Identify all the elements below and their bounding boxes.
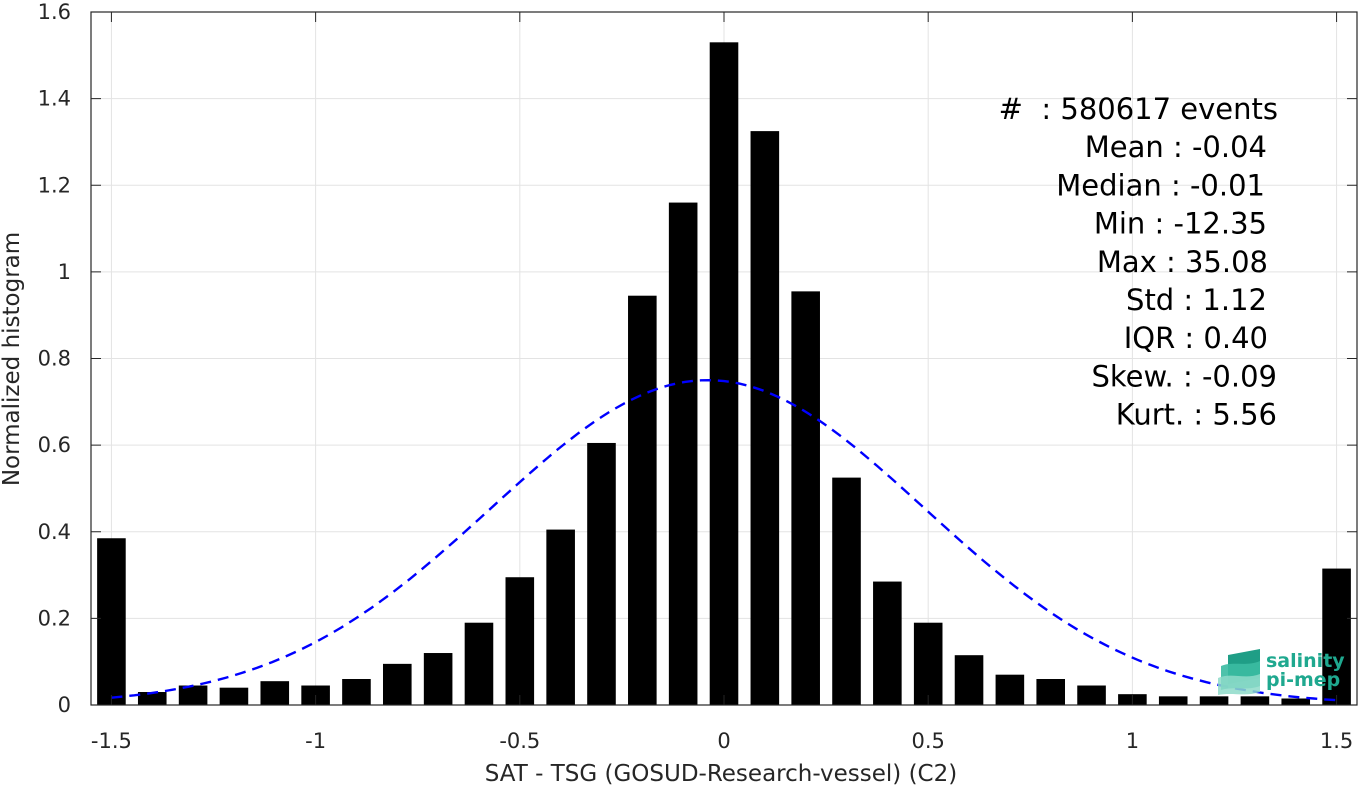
histogram-bar (913, 622, 943, 705)
statistics-box: # : 580617 events Mean : -0.04 Median : -0… (999, 92, 1278, 432)
histogram-bar (832, 477, 861, 705)
logo-line-1: salinity (1266, 650, 1345, 672)
x-axis-label: SAT - TSG (GOSUD-Research-vessel) (C2) (485, 761, 957, 785)
stat-line: Min : -12.35 (1094, 207, 1267, 241)
y-tick-label: 0.4 (38, 520, 71, 544)
salinity-pi-mep-logo: salinity pi-mep (1218, 649, 1345, 695)
x-tick-label: 1 (1126, 729, 1139, 753)
stat-line: Kurt. : 5.56 (1116, 398, 1277, 432)
histogram-bar (546, 529, 575, 705)
histogram-bar (628, 295, 657, 705)
histogram-bar (464, 622, 494, 705)
histogram-bar (137, 692, 167, 705)
stat-line: Mean : -0.04 (1085, 130, 1267, 164)
histogram-bar (750, 131, 780, 705)
x-tick-label: 0.5 (911, 729, 944, 753)
x-tick-label: -1 (305, 729, 326, 753)
x-tick-label: -1.5 (91, 729, 132, 753)
histogram-bar (423, 653, 453, 705)
logo-wave-icon (1218, 649, 1260, 695)
stat-line: IQR : 0.40 (1124, 321, 1268, 355)
histogram-bar (873, 581, 902, 705)
histogram-bar (178, 685, 208, 705)
histogram-bar (954, 655, 984, 705)
y-tick-label: 0.2 (38, 606, 71, 630)
stat-line: Std : 1.12 (1126, 283, 1267, 317)
y-tick-label: 0.6 (38, 433, 71, 457)
histogram-bar (1281, 698, 1311, 705)
histogram-bar (709, 42, 739, 706)
logo-line-2: pi-mep (1266, 669, 1340, 691)
x-tick-labels: -1.5 -1 -0.5 0 0.5 1 1.5 (91, 729, 1353, 753)
histogram-bar (1322, 568, 1351, 705)
histogram-bar (1158, 696, 1188, 705)
histogram-bar (995, 674, 1025, 705)
y-tick-label: 0 (58, 693, 71, 717)
stat-line: Max : 35.08 (1097, 245, 1268, 279)
stat-line: Skew. : -0.09 (1091, 359, 1277, 393)
histogram-bar (219, 687, 249, 705)
histogram-bar (382, 663, 412, 705)
stat-line: Median : -0.01 (1056, 168, 1265, 202)
y-tick-label: 1.4 (38, 87, 71, 111)
y-tick-label: 0.8 (38, 347, 71, 371)
y-tick-label: 1.6 (38, 0, 71, 24)
y-tick-label: 1 (58, 260, 71, 284)
axes-frame (90, 11, 1358, 706)
x-tick-label: -0.5 (499, 729, 540, 753)
histogram-bar (1240, 696, 1270, 705)
y-tick-labels: 0 0.2 0.4 0.6 0.8 1 1.2 1.4 1.6 (38, 0, 71, 717)
y-tick-label: 1.2 (38, 173, 71, 197)
y-axis-label: Normalized histogram (0, 232, 25, 486)
normal-fit-curve (111, 378, 1337, 702)
histogram-bar (1077, 685, 1106, 705)
x-tick-label: 1.5 (1320, 729, 1353, 753)
histogram-bar (1036, 679, 1066, 705)
histogram-bar (260, 681, 290, 705)
histogram-bar (97, 538, 126, 705)
histogram-bar (342, 679, 371, 705)
x-tick-label: 0 (717, 729, 730, 753)
histogram-bar (505, 577, 535, 705)
histogram-bar (1199, 696, 1229, 705)
histogram-bars (97, 42, 1351, 706)
stat-line: # : 580617 events (999, 92, 1278, 126)
histogram-bar (791, 291, 820, 705)
histogram-bar (668, 202, 698, 705)
histogram-bar (587, 442, 616, 705)
